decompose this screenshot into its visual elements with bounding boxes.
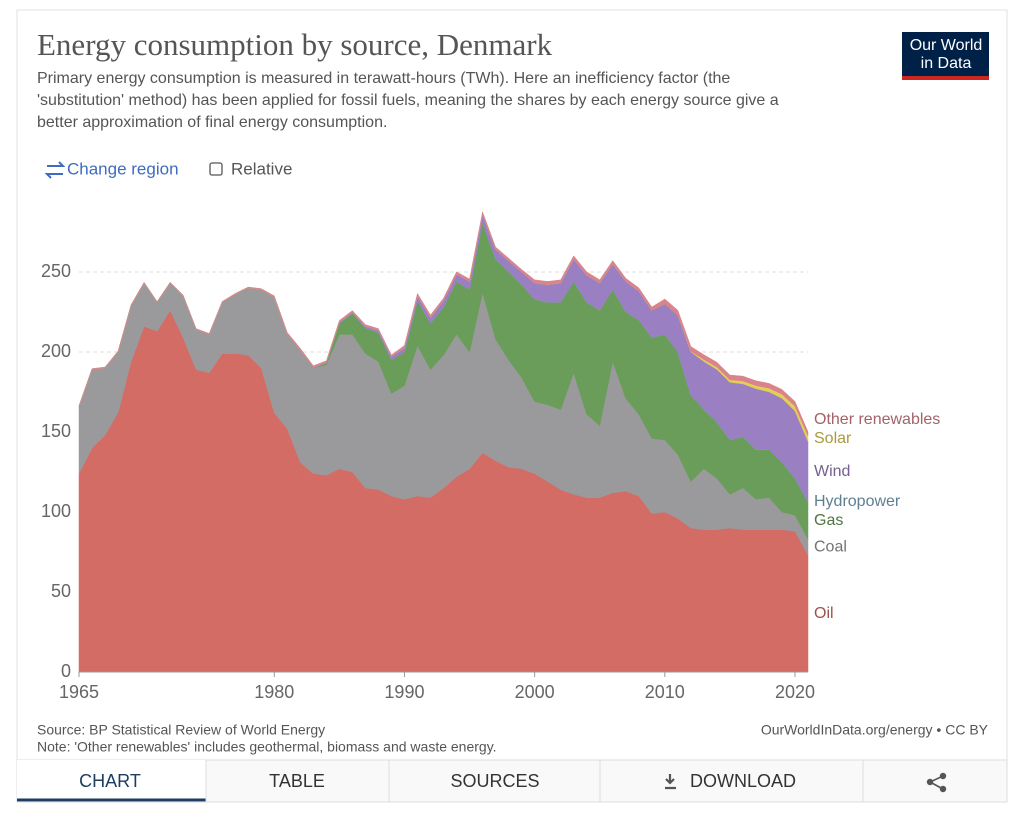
note: Note: 'Other renewables' includes geothe… — [37, 739, 497, 755]
relative-text: Relative — [231, 159, 292, 178]
x-tick-label: 2020 — [775, 682, 815, 702]
x-tick-label: 1990 — [384, 682, 424, 702]
change-region[interactable]: Change region — [44, 159, 179, 179]
y-tick-label: 100 — [41, 501, 71, 521]
subtitle: 'substitution' method) has been applied … — [37, 92, 779, 109]
series-label: Gas — [814, 512, 843, 529]
y-tick-label: 0 — [61, 661, 71, 681]
y-tick-label: 250 — [41, 261, 71, 281]
y-tick-label: 50 — [51, 581, 71, 601]
tab-download[interactable]: DOWNLOAD — [690, 771, 796, 791]
change-region-text: Change region — [67, 159, 179, 178]
series-label: Solar — [814, 430, 852, 447]
download-icon — [665, 774, 676, 790]
swap-icon — [44, 161, 66, 179]
plot: 0 50 100 150 200 250 Oil Coal Gas Hydropower Wind S… — [41, 210, 940, 702]
tab-table[interactable]: TABLE — [269, 771, 325, 791]
logo-text: Our World — [910, 37, 983, 54]
logo-stripe — [902, 76, 989, 80]
relative-toggle[interactable]: Relative — [209, 159, 292, 178]
series-label: Oil — [814, 605, 834, 622]
chart-title: Energy consumption by source, Denmark — [37, 27, 553, 62]
x-tick-label: 1980 — [254, 682, 294, 702]
license: OurWorldInData.org/energy • CC BY — [761, 722, 989, 738]
tab-chart[interactable]: CHART — [79, 771, 141, 791]
checkbox — [209, 162, 223, 176]
area — [78, 210, 809, 436]
share-button[interactable] — [926, 772, 947, 793]
subtitle: better approximation of final energy con… — [37, 114, 387, 131]
y-tick-label: 150 — [41, 421, 71, 441]
tab-active[interactable] — [17, 760, 206, 802]
logo-text: in Data — [921, 55, 972, 72]
series-label: Hydropower — [814, 493, 901, 510]
logo[interactable] — [902, 32, 989, 78]
series-label: Other renewables — [814, 411, 940, 428]
share-icon — [928, 775, 944, 790]
y-tick-label: 200 — [41, 341, 71, 361]
subtitle: Primary energy consumption is measured i… — [37, 70, 730, 87]
x-tick-label: 2000 — [515, 682, 555, 702]
x-tick-label: 2010 — [645, 682, 685, 702]
series-label: Wind — [814, 463, 850, 480]
source: Source: BP Statistical Review of World E… — [37, 722, 325, 738]
series-label: Coal — [814, 538, 847, 555]
tab-sources[interactable]: SOURCES — [450, 771, 539, 791]
x-tick-label: 1965 — [59, 682, 99, 702]
